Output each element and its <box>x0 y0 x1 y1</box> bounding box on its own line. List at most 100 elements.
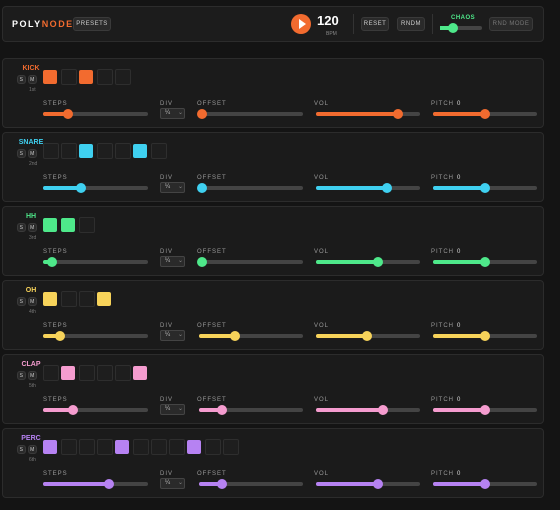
step-cell[interactable] <box>79 217 95 233</box>
slider[interactable] <box>43 183 148 193</box>
solo-button[interactable]: S <box>17 149 26 158</box>
slider-thumb <box>373 479 384 489</box>
div-select[interactable]: ¼ ⌄ <box>160 330 185 341</box>
slider-fill <box>316 186 387 190</box>
solo-button[interactable]: S <box>17 75 26 84</box>
track-sub: 4th <box>29 309 36 315</box>
bpm-value[interactable]: 120 <box>317 13 339 28</box>
step-cell[interactable] <box>43 218 57 232</box>
div-select[interactable]: ¼ ⌄ <box>160 108 185 119</box>
solo-button[interactable]: S <box>17 223 26 232</box>
slider[interactable] <box>316 479 420 489</box>
slider[interactable] <box>433 479 537 489</box>
step-cell[interactable] <box>43 143 59 159</box>
step-cell[interactable] <box>115 143 131 159</box>
solo-button[interactable]: S <box>17 371 26 380</box>
slider[interactable] <box>43 331 148 341</box>
div-label: DIV <box>160 397 174 403</box>
slider[interactable] <box>43 257 148 267</box>
slider[interactable] <box>197 109 303 119</box>
step-cell[interactable] <box>97 365 113 381</box>
div-select[interactable]: ¼ ⌄ <box>160 404 185 415</box>
slider[interactable] <box>43 109 148 119</box>
step-cell[interactable] <box>97 439 113 455</box>
mute-button[interactable]: M <box>28 297 37 306</box>
slider[interactable] <box>199 479 303 489</box>
slider[interactable] <box>197 183 303 193</box>
step-cell[interactable] <box>43 365 59 381</box>
mute-button[interactable]: M <box>28 371 37 380</box>
slider-thumb <box>447 23 458 33</box>
div-select[interactable]: ¼ ⌄ <box>160 478 185 489</box>
slider[interactable] <box>433 405 537 415</box>
step-cell[interactable] <box>43 292 57 306</box>
slider[interactable] <box>433 331 537 341</box>
step-cell[interactable] <box>115 69 131 85</box>
track-sub: 1st <box>29 87 36 93</box>
mute-button[interactable]: M <box>28 149 37 158</box>
mute-button[interactable]: M <box>28 223 37 232</box>
div-select[interactable]: ¼ ⌄ <box>160 182 185 193</box>
step-cell[interactable] <box>61 291 77 307</box>
step-cell[interactable] <box>97 69 113 85</box>
step-cell[interactable] <box>187 440 201 454</box>
solo-button[interactable]: S <box>17 445 26 454</box>
step-cell[interactable] <box>115 440 129 454</box>
slider[interactable] <box>316 405 420 415</box>
slider[interactable] <box>43 405 148 415</box>
rnd-mode-button[interactable]: RND MODE <box>489 17 533 31</box>
chaos-slider[interactable] <box>440 23 482 33</box>
slider[interactable] <box>433 257 537 267</box>
slider-fill <box>199 408 222 412</box>
slider[interactable] <box>43 479 148 489</box>
mute-button[interactable]: M <box>28 75 37 84</box>
slider[interactable] <box>433 109 537 119</box>
play-button[interactable] <box>291 14 311 34</box>
step-cell[interactable] <box>97 143 113 159</box>
step-cell[interactable] <box>79 365 95 381</box>
slider-thumb <box>393 109 404 119</box>
step-cell[interactable] <box>61 69 77 85</box>
step-cell[interactable] <box>43 440 57 454</box>
step-cell[interactable] <box>133 144 147 158</box>
step-cell[interactable] <box>205 439 221 455</box>
step-cell[interactable] <box>151 143 167 159</box>
step-cell[interactable] <box>223 439 239 455</box>
mute-button[interactable]: M <box>28 445 37 454</box>
slider[interactable] <box>433 183 537 193</box>
step-cell[interactable] <box>61 366 75 380</box>
step-cell[interactable] <box>169 439 185 455</box>
div-select[interactable]: ¼ ⌄ <box>160 256 185 267</box>
slider[interactable] <box>316 183 420 193</box>
slider[interactable] <box>199 405 303 415</box>
step-cell[interactable] <box>61 218 75 232</box>
step-cell[interactable] <box>115 365 131 381</box>
slider[interactable] <box>316 331 420 341</box>
step-cell[interactable] <box>79 291 95 307</box>
step-cell[interactable] <box>151 439 167 455</box>
slider[interactable] <box>316 257 420 267</box>
step-cell[interactable] <box>79 144 93 158</box>
reset-button[interactable]: RESET <box>361 17 389 31</box>
slider-fill <box>316 112 399 116</box>
track-name: KICK <box>22 65 40 72</box>
slider-thumb <box>68 405 79 415</box>
step-cell[interactable] <box>61 143 77 159</box>
slider-thumb <box>480 109 490 119</box>
step-cell[interactable] <box>79 70 93 84</box>
slider[interactable] <box>199 331 303 341</box>
slider[interactable] <box>316 109 420 119</box>
step-cell[interactable] <box>61 439 77 455</box>
rndm-button[interactable]: RNDM <box>397 17 425 31</box>
slider-fill <box>43 112 69 116</box>
step-cell[interactable] <box>43 70 57 84</box>
vol-label: VOL <box>314 249 330 255</box>
track-name: CLAP <box>21 361 41 368</box>
step-cell[interactable] <box>97 292 111 306</box>
step-cell[interactable] <box>79 439 95 455</box>
presets-button[interactable]: PRESETS <box>73 17 111 31</box>
slider[interactable] <box>197 257 303 267</box>
step-cell[interactable] <box>133 439 149 455</box>
solo-button[interactable]: S <box>17 297 26 306</box>
step-cell[interactable] <box>133 366 147 380</box>
